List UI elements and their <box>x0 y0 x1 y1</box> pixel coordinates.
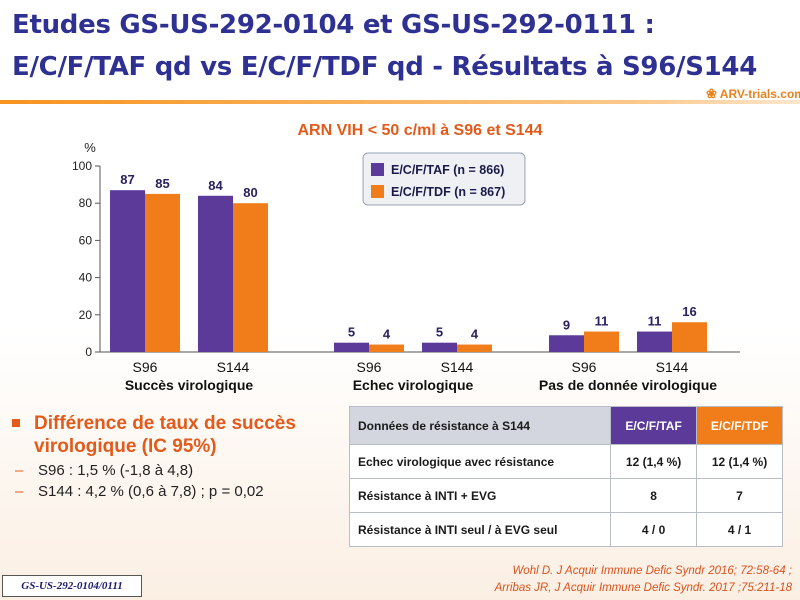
data-label: 5 <box>348 325 355 340</box>
y-tick-label: 0 <box>85 345 92 359</box>
table-cell: 8 <box>610 478 698 513</box>
data-label: 87 <box>120 172 134 187</box>
legend-label: E/C/F/TAF (n = 866) <box>391 163 504 177</box>
x-tick-label: S96 <box>572 359 597 375</box>
table-header-row: Données de résistance à S144 E/C/F/TAF E… <box>348 406 783 445</box>
data-label: 80 <box>243 185 257 200</box>
table-cell: Echec virologique avec résistance <box>348 444 612 479</box>
data-label: 16 <box>682 304 696 319</box>
legend-swatch <box>371 185 384 198</box>
data-label: 4 <box>471 327 479 342</box>
y-tick-label: 80 <box>79 196 93 210</box>
table-header-cell: Données de résistance à S144 <box>348 406 612 445</box>
reference-line: Wohl D. J Acquir Immune Defic Syndr 2016… <box>512 565 792 577</box>
data-label: 5 <box>436 325 443 340</box>
study-tag: GS-US-292-0104/0111 <box>2 575 142 597</box>
bullet-heading-text: Différence de taux de succès virologique… <box>34 413 296 457</box>
group-label: Succès virologique <box>125 377 254 393</box>
y-tick-label: 20 <box>79 308 93 322</box>
table-header-cell-taf: E/C/F/TAF <box>610 406 698 445</box>
page-title-line-2: E/C/F/TAF qd vs E/C/F/TDF qd - Résultats… <box>12 52 758 82</box>
data-label: 4 <box>383 327 391 342</box>
x-tick-label: S96 <box>357 359 382 375</box>
data-label: 84 <box>208 178 223 193</box>
title-divider <box>0 100 800 104</box>
y-tick-label: 60 <box>79 233 93 247</box>
resistance-table: Données de résistance à S144 E/C/F/TAF E… <box>348 406 783 547</box>
bullet-block: Différence de taux de succès virologique… <box>12 412 342 500</box>
reference-line: Arribas JR, J Acquir Immune Defic Syndr.… <box>494 582 792 594</box>
bullet-subitem-text: S144 : 4,2 % (0,6 à 7,8) ; p = 0,02 <box>38 483 264 500</box>
legend-label: E/C/F/TDF (n = 867) <box>391 185 505 199</box>
data-label: 11 <box>595 314 609 329</box>
table-cell: 12 (1,4 %) <box>696 444 783 479</box>
bar <box>549 335 584 352</box>
results-bar-chart: ARN VIH < 50 c/ml à S96 et S144% 0 20 40 60 8… <box>72 122 740 393</box>
table-cell: 12 (1,4 %) <box>610 444 698 479</box>
page-title-line-1: Etudes GS-US-292-0104 et GS-US-292-0111 … <box>12 10 655 40</box>
data-label: 9 <box>563 317 570 332</box>
bullet-subitem-s144: – S144 : 4,2 % (0,6 à 7,8) ; p = 0,02 <box>12 483 342 500</box>
bar <box>369 344 404 352</box>
table-cell: Résistance à INTI + EVG <box>348 478 612 513</box>
title-area: Etudes GS-US-292-0104 et GS-US-292-0111 … <box>0 0 800 104</box>
y-axis-label: % <box>84 140 96 155</box>
table-header-cell-tdf: E/C/F/TDF <box>696 406 783 445</box>
legend-swatch <box>371 163 384 176</box>
data-label: 85 <box>155 176 169 191</box>
bullet-subitem-s96: – S96 : 1,5 % (-1,8 à 4,8) <box>12 462 342 479</box>
bar <box>334 342 369 352</box>
bar <box>457 344 492 352</box>
data-label: 11 <box>648 314 662 329</box>
x-tick-label: S144 <box>656 359 689 375</box>
table-row: Résistance à INTI + EVG 8 7 <box>348 478 783 513</box>
y-tick-label: 40 <box>79 271 93 285</box>
chart-title: ARN VIH < 50 c/ml à S96 et S144 <box>297 122 542 139</box>
table-cell: Résistance à INTI seul / à EVG seul <box>348 512 612 547</box>
dash-icon: – <box>15 483 24 500</box>
bar <box>198 195 233 352</box>
bar <box>233 203 268 352</box>
dash-icon: – <box>15 462 24 479</box>
x-tick-label: S144 <box>441 359 474 375</box>
table-cell: 4 / 1 <box>696 512 783 547</box>
bullet-subitem-text: S96 : 1,5 % (-1,8 à 4,8) <box>38 462 194 479</box>
y-tick-label: 100 <box>72 159 92 173</box>
bar <box>110 190 145 352</box>
x-tick-label: S144 <box>217 359 250 375</box>
logo-swirl-icon: ❀ <box>706 86 717 101</box>
bar <box>145 193 180 352</box>
table-row: Echec virologique avec résistance 12 (1,… <box>348 444 783 479</box>
bar <box>637 331 672 352</box>
legend-box <box>362 152 526 206</box>
bar <box>422 342 457 352</box>
logo-text: ARV-trials.com <box>719 87 800 101</box>
x-tick-label: S96 <box>133 359 158 375</box>
table-cell: 7 <box>696 478 783 513</box>
group-label: Pas de donnée virologique <box>539 377 717 393</box>
bullet-heading: Différence de taux de succès virologique… <box>12 412 342 458</box>
bullet-square-icon <box>12 419 20 427</box>
bar <box>584 331 619 352</box>
bar <box>672 322 707 352</box>
table-cell: 4 / 0 <box>610 512 698 547</box>
references: Wohl D. J Acquir Immune Defic Syndr 2016… <box>495 563 792 597</box>
group-label: Echec virologique <box>353 377 474 393</box>
table-row: Résistance à INTI seul / à EVG seul 4 / … <box>348 512 783 547</box>
arv-trials-logo[interactable]: ❀ ARV-trials.com <box>706 86 800 102</box>
